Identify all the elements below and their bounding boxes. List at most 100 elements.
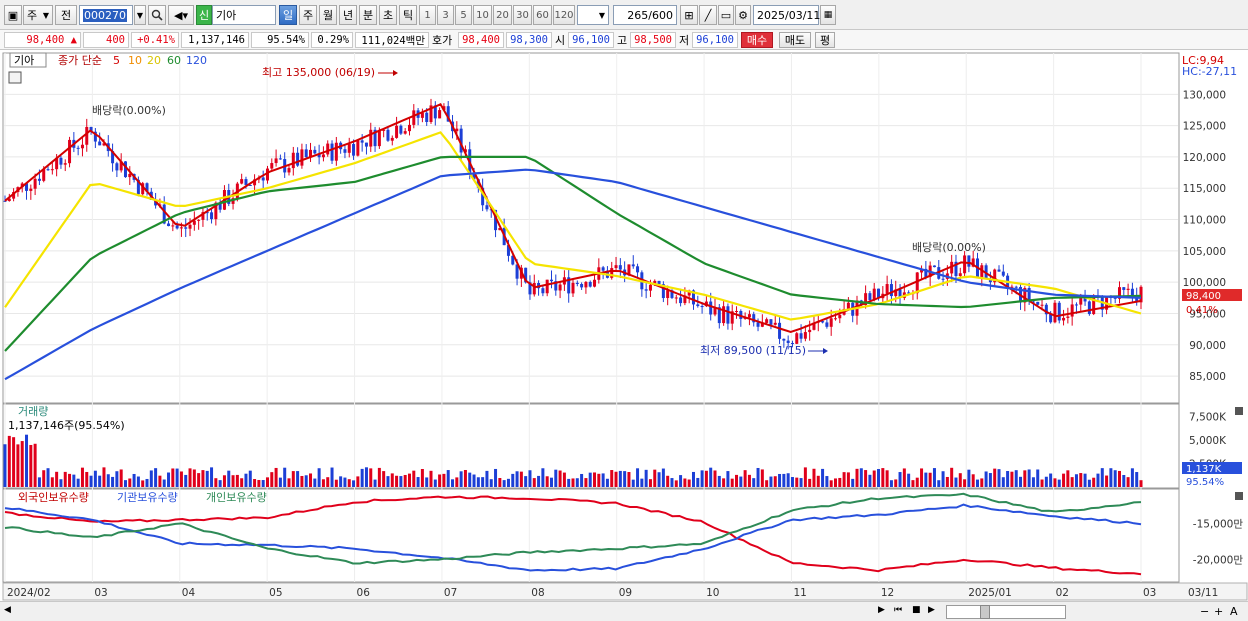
- volume-bar: [782, 473, 786, 487]
- interval-60-button[interactable]: 60: [533, 5, 552, 25]
- volume-bar: [235, 474, 239, 487]
- period-month-button[interactable]: 월: [319, 5, 337, 25]
- volume-bar: [640, 478, 644, 487]
- interval-120-button[interactable]: 120: [553, 5, 575, 25]
- bid-value: 98,300: [510, 34, 548, 46]
- candle-body: [515, 264, 519, 279]
- candle-body: [20, 183, 24, 188]
- interval-3-button[interactable]: 3: [437, 5, 454, 25]
- volume-bar: [889, 480, 893, 487]
- candle-body: [584, 281, 588, 288]
- quote-bar: 98,400 ▲ 400 +0.41% 1,137,146 95.54% 0.2…: [0, 30, 1248, 50]
- volume-bar: [1062, 473, 1066, 487]
- trend-line-icon[interactable]: ╱: [699, 5, 717, 25]
- scroll-left-icon[interactable]: ◀: [4, 605, 11, 615]
- stop-icon[interactable]: ■: [912, 605, 921, 615]
- candle-body: [803, 332, 807, 339]
- period-week-button[interactable]: 주: [299, 5, 317, 25]
- interval-1-button[interactable]: 1: [419, 5, 436, 25]
- volume-bar: [68, 473, 72, 487]
- volume-bar: [954, 477, 958, 487]
- holding-panel-close-icon[interactable]: [1235, 492, 1243, 500]
- candle-body: [364, 142, 368, 147]
- volume-bar: [502, 480, 506, 487]
- volume-bar: [717, 475, 721, 487]
- volume-bar: [386, 476, 390, 487]
- volume-bar: [958, 473, 962, 487]
- auto-scale-icon[interactable]: A: [1230, 605, 1238, 618]
- sell-button[interactable]: 매도: [779, 32, 811, 48]
- candle-body: [1079, 297, 1083, 305]
- speaker-icon[interactable]: ◀▾: [168, 5, 194, 25]
- period-second-button[interactable]: 초: [379, 5, 397, 25]
- zoom-in-icon[interactable]: +: [1214, 605, 1224, 618]
- eval-button[interactable]: 평: [815, 32, 835, 48]
- volume-bar: [1031, 477, 1035, 487]
- candle-body: [963, 255, 967, 274]
- candle-body: [636, 266, 640, 273]
- count-value: 265: [627, 8, 649, 22]
- legend-ma20: 20: [147, 54, 161, 67]
- candle-body: [63, 163, 67, 165]
- search-icon[interactable]: [148, 5, 166, 25]
- volume-bar: [532, 478, 536, 487]
- indicator-icon[interactable]: ⊞: [680, 5, 698, 25]
- date-field[interactable]: 2025/03/11: [753, 5, 820, 25]
- scroll-bar[interactable]: ◀ ▶ ⏮ ■ ▶ − + A: [0, 601, 1248, 621]
- period-minute-button[interactable]: 분: [359, 5, 377, 25]
- forward-icon[interactable]: ▶: [928, 605, 935, 615]
- candle-body: [481, 187, 485, 206]
- candle-body: [369, 129, 373, 147]
- interval-5-button[interactable]: 5: [455, 5, 472, 25]
- volume-bar: [864, 470, 868, 487]
- interval-20-button[interactable]: 20: [493, 5, 512, 25]
- candle-body: [240, 179, 244, 184]
- volume-panel-close-icon[interactable]: [1235, 407, 1243, 415]
- save-icon[interactable]: ▭: [718, 5, 734, 25]
- volume-bar: [803, 467, 807, 487]
- window-menu-icon[interactable]: ▣: [4, 5, 22, 25]
- candle-body: [877, 288, 881, 299]
- calendar-icon[interactable]: ▦: [820, 5, 836, 25]
- count-field[interactable]: 265/600: [613, 5, 677, 25]
- candle-body: [167, 223, 171, 227]
- volume-bar: [636, 468, 640, 487]
- rewind-icon[interactable]: ⏮: [894, 605, 903, 615]
- candle-body: [920, 268, 924, 273]
- x-tick-label: 08: [531, 587, 544, 599]
- scroll-thumb[interactable]: [980, 605, 990, 619]
- stock-code-input[interactable]: 000270: [79, 5, 133, 25]
- volume-bar: [506, 478, 510, 487]
- period-day-button[interactable]: 일: [279, 5, 297, 25]
- candle-body: [683, 295, 687, 304]
- stock-name-field[interactable]: 기아: [212, 5, 276, 25]
- chart-area[interactable]: 130,000 125,000 120,000 115,000 110,000 105,0…: [0, 51, 1248, 601]
- chart-svg[interactable]: 130,000125,000120,000115,000110,000105,0…: [0, 51, 1248, 601]
- zoom-out-icon[interactable]: −: [1200, 605, 1210, 618]
- candle-body: [347, 144, 351, 153]
- gear-icon[interactable]: ⚙: [735, 5, 751, 25]
- interval-custom-field[interactable]: ▼: [577, 5, 609, 25]
- prefix-button[interactable]: 전: [55, 5, 77, 25]
- volume-bar: [128, 478, 132, 487]
- scroll-right-icon[interactable]: ▶: [878, 605, 885, 615]
- code-dropdown-icon[interactable]: ▼: [134, 5, 146, 25]
- market-select[interactable]: 주 ▼: [23, 5, 53, 25]
- candle-body: [528, 282, 532, 295]
- candle-body: [1083, 297, 1087, 302]
- scroll-track[interactable]: [946, 605, 1066, 619]
- volume-bar: [683, 478, 687, 487]
- interval-30-button[interactable]: 30: [513, 5, 532, 25]
- table-icon[interactable]: [8, 71, 22, 84]
- volume-bar: [50, 477, 54, 487]
- interval-10-button[interactable]: 10: [473, 5, 492, 25]
- volume-bar: [829, 480, 833, 487]
- candle-body: [102, 143, 106, 146]
- period-year-button[interactable]: 년: [339, 5, 357, 25]
- buy-button[interactable]: 매수: [741, 32, 773, 48]
- volume-bar: [575, 478, 579, 487]
- period-tick-button[interactable]: 틱: [399, 5, 417, 25]
- candle-body: [395, 125, 399, 138]
- volume-bar: [571, 478, 575, 487]
- open-value: 96,100: [572, 34, 610, 46]
